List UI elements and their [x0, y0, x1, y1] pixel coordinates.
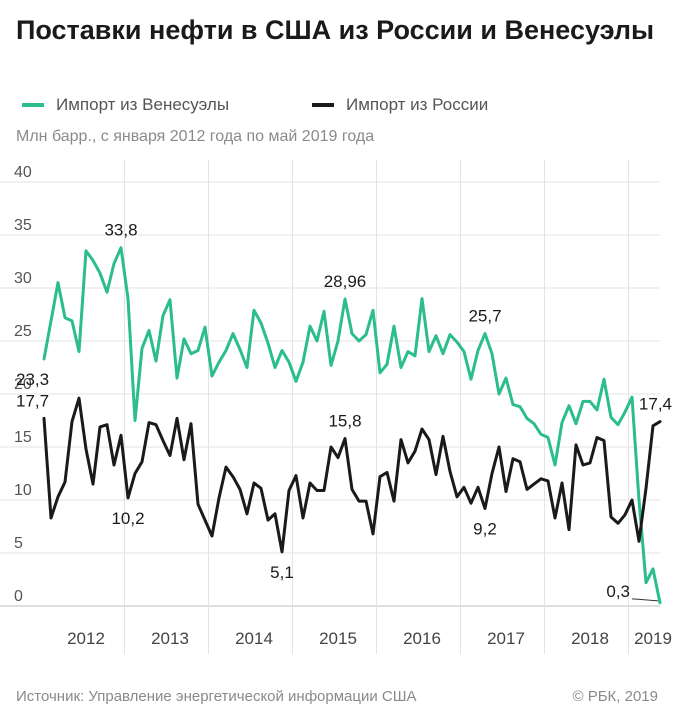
data-label-9: 9,2: [473, 519, 497, 538]
data-label-7: 5,1: [270, 563, 294, 582]
line-chart: 0 5 10 15 20 25 30 35 40 2012 2013 2014 2015 2016 2017…: [0, 160, 672, 654]
y-tick-label-40: 40: [14, 164, 32, 181]
legend-swatch-russia: [312, 103, 334, 107]
x-tick-label-2012: 2012: [67, 629, 105, 648]
data-label-10: 17,4: [639, 395, 672, 414]
source-note: Источник: Управление энергетической инфо…: [16, 688, 417, 705]
x-tick-label-2014: 2014: [235, 629, 273, 648]
data-label-4: 0,3: [606, 582, 630, 601]
annotation-leader-4: [631, 598, 659, 602]
x-tick-label-2019: 2019: [634, 629, 672, 648]
y-tick-label-30: 30: [14, 270, 32, 287]
data-label-1: 33,8: [104, 221, 137, 240]
data-label-6: 10,2: [111, 509, 144, 528]
x-tick-label-2018: 2018: [571, 629, 609, 648]
y-tick-label-25: 25: [14, 323, 32, 340]
legend-item-venezuela: Импорт из Венесуэлы: [22, 95, 229, 115]
x-tick-label-2016: 2016: [403, 629, 441, 648]
x-tick-label-2017: 2017: [487, 629, 525, 648]
chart-title: Поставки нефти в США из России и Венесуэ…: [16, 15, 655, 45]
legend-label-russia: Импорт из России: [346, 95, 489, 114]
y-tick-label-0: 0: [14, 588, 23, 605]
data-label-0: 23,3: [16, 370, 49, 389]
data-label-5: 17,7: [16, 391, 49, 410]
data-label-3: 25,7: [468, 307, 501, 326]
y-tick-label-5: 5: [14, 535, 23, 552]
series-line-venezuela: [42, 246, 662, 605]
legend: Импорт из Венесуэлы Импорт из России: [0, 95, 680, 119]
series-line-russia: [42, 396, 662, 554]
data-label-2: 28,96: [324, 272, 367, 291]
copyright-note: © РБК, 2019: [572, 688, 658, 705]
legend-swatch-venezuela: [22, 103, 44, 107]
data-label-8: 15,8: [328, 412, 361, 431]
chart-subtitle: Млн барр., с января 2012 года по май 201…: [16, 128, 375, 145]
y-tick-label-35: 35: [14, 217, 32, 234]
y-tick-label-10: 10: [14, 482, 32, 499]
x-tick-label-2013: 2013: [151, 629, 189, 648]
x-tick-label-2015: 2015: [319, 629, 357, 648]
y-tick-label-15: 15: [14, 429, 32, 446]
legend-item-russia: Импорт из России: [312, 95, 488, 115]
y-tick-label-20: 20: [14, 376, 32, 393]
legend-label-venezuela: Импорт из Венесуэлы: [56, 95, 230, 114]
